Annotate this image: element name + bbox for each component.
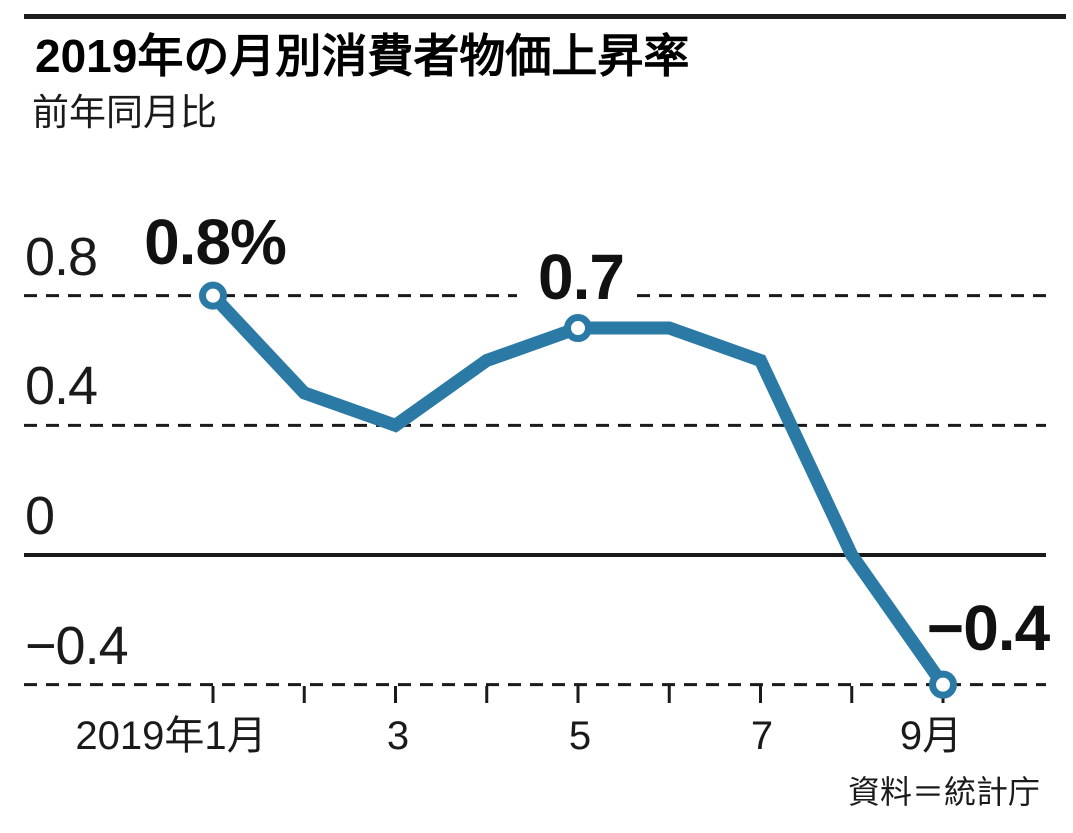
data-point-marker [929, 670, 957, 699]
data-point-marker [199, 281, 227, 310]
top-rule [24, 14, 1066, 19]
trend-line [208, 291, 949, 689]
chart-subtitle: 前年同月比 [32, 92, 217, 133]
source-credit: 資料＝統計庁 [847, 774, 1040, 810]
data-point-marker [564, 314, 592, 343]
chart-title: 2019年の月別消費者物価上昇率 [35, 30, 690, 82]
